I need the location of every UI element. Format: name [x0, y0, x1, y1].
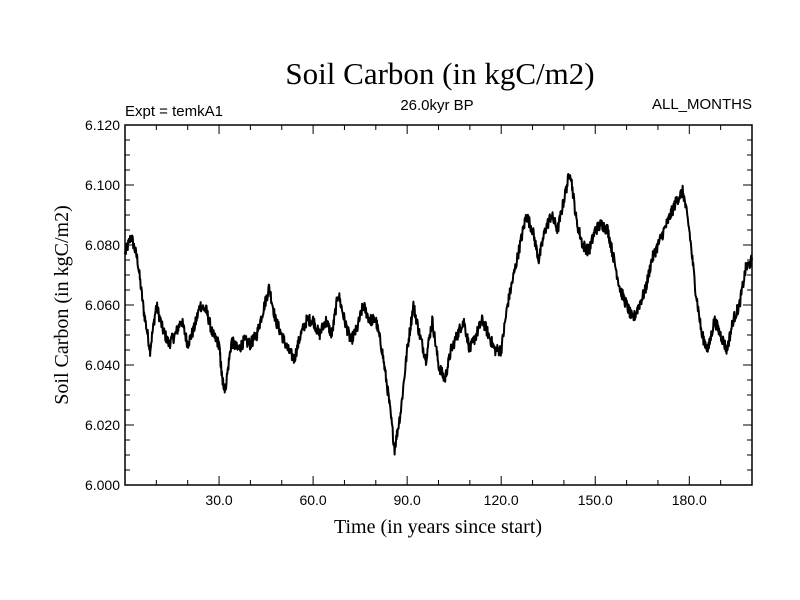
months-label: ALL_MONTHS [652, 96, 752, 113]
y-tick-label: 6.000 [85, 477, 120, 493]
experiment-label: Expt = temkA1 [125, 103, 223, 120]
x-tick-label: 60.0 [299, 492, 326, 508]
y-tick-label: 6.080 [85, 237, 120, 253]
tick-labels: 30.0 60.0 90.0 120.0 150.0 180.0 6.000 6.020 6.0… [85, 117, 707, 508]
axis-ticks [124, 124, 753, 486]
y-tick-label: 6.100 [85, 177, 120, 193]
x-tick-label: 90.0 [394, 492, 421, 508]
y-tick-label: 6.120 [85, 117, 120, 133]
x-tick-label: 180.0 [672, 492, 707, 508]
y-tick-label: 6.020 [85, 417, 120, 433]
chart-title: Soil Carbon (in kgC/m2) [285, 56, 594, 91]
y-tick-label: 6.060 [85, 297, 120, 313]
x-tick-label: 150.0 [578, 492, 613, 508]
plot-frame [124, 124, 753, 486]
x-tick-label: 30.0 [205, 492, 232, 508]
y-axis-label: Soil Carbon (in kgC/m2) [51, 205, 73, 404]
period-label: 26.0kyr BP [400, 97, 473, 114]
x-axis-label: Time (in years since start) [334, 516, 542, 538]
x-tick-label: 120.0 [484, 492, 519, 508]
series-line-soil-carbon [124, 172, 753, 456]
y-tick-label: 6.040 [85, 357, 120, 373]
